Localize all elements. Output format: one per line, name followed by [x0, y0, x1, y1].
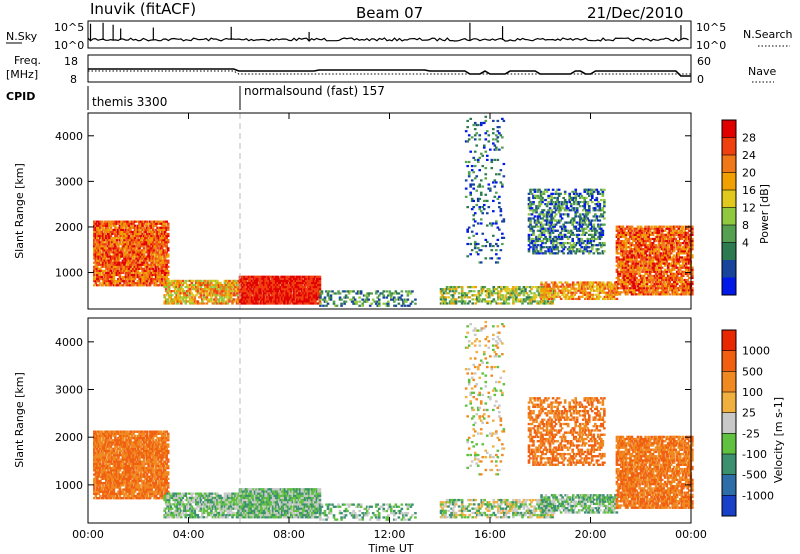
colorbar-tick-label: 20 [742, 167, 756, 180]
colorbar-swatch [722, 330, 736, 352]
colorbar-swatch [722, 225, 736, 243]
velocity-cells [93, 320, 694, 521]
freq-panel: Freq. [MHz] 18 8 60 0 Nave [6, 54, 776, 86]
noise-left-label: N.Sky [6, 30, 38, 43]
cpid-segment-1: themis 3300 [92, 95, 167, 109]
nave-tick-bottom: 0 [697, 73, 704, 86]
freq-unit-label: [MHz] [6, 68, 38, 81]
x-ticks: 00:00 04:00 08:00 12:00 16:00 20:00 00:00 [72, 113, 707, 541]
colorbar-tick-label: -500 [742, 469, 767, 482]
velocity-colorbar: 1000 500 100 25 -25 -100 -500 -1000 [721, 329, 774, 517]
colorbar-swatch [722, 412, 736, 434]
beam-label: Beam 07 [356, 4, 423, 22]
noise-right-label: N.Search [743, 28, 793, 41]
noise-spikes [89, 22, 682, 40]
velocity-ylabel: Slant Range [km] [13, 372, 26, 468]
cpid-segment-2: normalsound (fast) 157 [244, 84, 385, 98]
cpid-row: CPID themis 3300 normalsound (fast) 157 [6, 84, 385, 110]
colorbar-swatch [722, 242, 736, 261]
range-tick-label: 1000 [55, 479, 83, 492]
nave-tick-top: 60 [697, 55, 711, 68]
range-tick-label: 4000 [55, 130, 83, 143]
colorbar-tick-label: -25 [742, 427, 760, 440]
colorbar-swatch [722, 371, 736, 393]
range-tick-label: 2000 [55, 431, 83, 444]
noise-right-tick-bottom: 10^0 [696, 39, 726, 52]
colorbar-swatch [722, 190, 736, 208]
noise-panel: N.Sky 10^5 10^0 10^5 10^0 N.Search [6, 20, 793, 52]
colorbar-swatch [722, 260, 736, 278]
frequency-line [88, 68, 691, 77]
noise-left-tick-bottom: 10^0 [54, 39, 84, 52]
range-tick-label: 3000 [55, 384, 83, 397]
range-tick-label: 3000 [55, 175, 83, 188]
nave-label: Nave [748, 65, 776, 78]
colorbar-swatch [722, 350, 736, 372]
colorbar-swatch [722, 172, 736, 191]
freq-tick-bottom: 8 [70, 73, 77, 86]
colorbar-swatch [722, 392, 736, 414]
freq-tick-top: 18 [64, 55, 78, 68]
colorbar-swatch [722, 495, 736, 517]
colorbar-tick-label: 100 [742, 386, 763, 399]
station-title: Inuvik (fitACF) [90, 0, 196, 18]
colorbar-tick-label: 16 [742, 184, 756, 197]
time-tick-label: 16:00 [474, 528, 506, 541]
time-tick-label: 00:00 [675, 528, 707, 541]
colorbar-swatch [722, 454, 736, 476]
colorbar-swatch [722, 433, 736, 455]
power-panel: 1000 2000 3000 4000 Slant Range [km] [13, 112, 694, 310]
colorbar-swatch [722, 207, 736, 226]
colorbar-tick-label: -1000 [742, 489, 774, 502]
velocity-y-ticks: 1000 2000 3000 4000 [55, 336, 691, 492]
time-tick-label: 12:00 [374, 528, 406, 541]
date-label: 21/Dec/2010 [587, 4, 683, 22]
colorbar-tick-label: 500 [742, 365, 763, 378]
x-axis-label: Time UT [367, 542, 413, 554]
time-tick-label: 04:00 [173, 528, 205, 541]
power-cells [93, 115, 694, 307]
noise-right-tick-top: 10^5 [696, 21, 726, 34]
colorbar-tick-label: 12 [742, 202, 756, 215]
colorbar-swatch [722, 474, 736, 496]
colorbar-tick-label: -100 [742, 448, 767, 461]
velocity-colorbar-label: Velocity [m s-1] [772, 397, 785, 483]
freq-label: Freq. [14, 54, 41, 67]
colorbar-swatch [722, 155, 736, 173]
time-tick-label: 00:00 [72, 528, 104, 541]
nave-line [88, 70, 691, 75]
colorbar-tick-label: 25 [742, 407, 756, 420]
colorbar-tick-label: 24 [742, 149, 756, 162]
noise-sky-line [87, 37, 689, 42]
time-tick-label: 20:00 [575, 528, 607, 541]
cpid-label: CPID [6, 90, 35, 103]
colorbar-tick-label: 1000 [742, 345, 770, 358]
colorbar-tick-label: 4 [742, 237, 749, 250]
power-y-ticks: 1000 2000 3000 4000 [55, 130, 691, 280]
range-tick-label: 2000 [55, 221, 83, 234]
colorbar-tick-label: 8 [742, 219, 749, 232]
range-tick-label: 4000 [55, 336, 83, 349]
power-colorbar: 28 24 20 16 12 8 4 [721, 119, 756, 296]
power-ylabel: Slant Range [km] [13, 163, 26, 259]
colorbar-tick-label: 28 [742, 132, 756, 145]
noise-left-tick-top: 10^5 [54, 21, 84, 34]
range-tick-label: 1000 [55, 267, 83, 280]
colorbar-swatch [722, 120, 736, 138]
power-colorbar-label: Power [dB] [758, 184, 771, 244]
colorbar-swatch [722, 277, 736, 296]
colorbar-swatch [722, 137, 736, 156]
time-tick-label: 08:00 [273, 528, 305, 541]
